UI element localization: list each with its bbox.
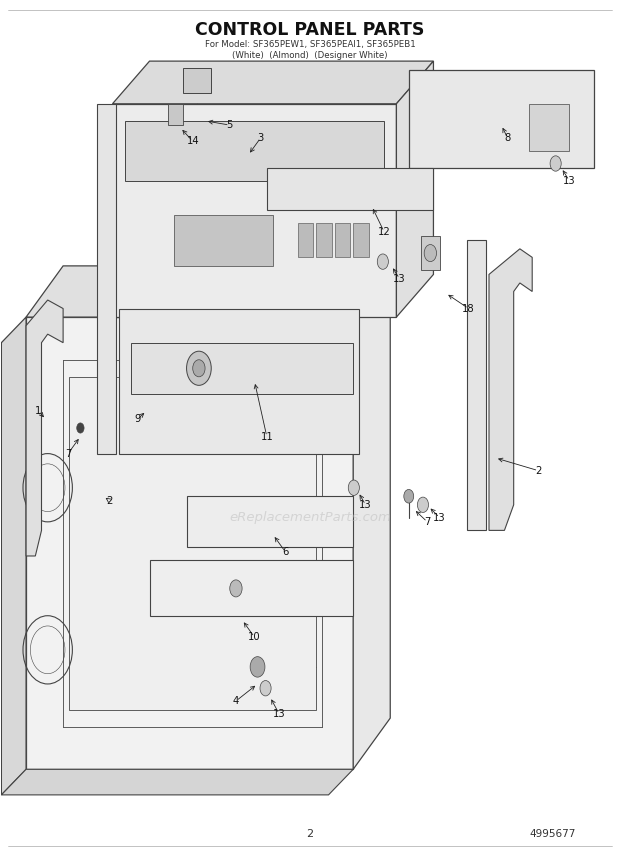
Text: 1: 1 bbox=[35, 406, 42, 416]
Polygon shape bbox=[118, 308, 360, 454]
Polygon shape bbox=[112, 104, 396, 317]
Circle shape bbox=[260, 681, 271, 696]
Text: 5: 5 bbox=[226, 120, 233, 130]
Circle shape bbox=[378, 254, 388, 270]
Polygon shape bbox=[396, 61, 433, 317]
Text: 12: 12 bbox=[378, 227, 391, 237]
Polygon shape bbox=[421, 236, 440, 270]
Text: 13: 13 bbox=[359, 500, 372, 510]
Text: 13: 13 bbox=[273, 709, 285, 719]
Polygon shape bbox=[26, 317, 353, 770]
Text: CONTROL PANEL PARTS: CONTROL PANEL PARTS bbox=[195, 21, 425, 39]
Polygon shape bbox=[1, 317, 26, 795]
Polygon shape bbox=[174, 215, 273, 266]
Text: 11: 11 bbox=[260, 431, 273, 442]
Polygon shape bbox=[125, 121, 384, 181]
Text: (White)  (Almond)  (Designer White): (White) (Almond) (Designer White) bbox=[232, 51, 388, 60]
Text: 13: 13 bbox=[433, 513, 446, 523]
Polygon shape bbox=[168, 104, 184, 125]
Text: 2: 2 bbox=[535, 466, 541, 476]
Circle shape bbox=[230, 580, 242, 597]
Polygon shape bbox=[112, 61, 433, 104]
Circle shape bbox=[348, 480, 360, 496]
Text: 9: 9 bbox=[134, 414, 140, 425]
Polygon shape bbox=[26, 266, 390, 317]
Text: 18: 18 bbox=[463, 304, 475, 313]
Polygon shape bbox=[1, 770, 353, 795]
Circle shape bbox=[250, 657, 265, 677]
Circle shape bbox=[77, 423, 84, 433]
Polygon shape bbox=[467, 241, 486, 531]
Polygon shape bbox=[26, 300, 63, 556]
Polygon shape bbox=[97, 104, 115, 454]
Text: 8: 8 bbox=[505, 133, 511, 143]
Polygon shape bbox=[353, 266, 390, 770]
Polygon shape bbox=[335, 223, 350, 258]
Polygon shape bbox=[316, 223, 332, 258]
Polygon shape bbox=[267, 168, 433, 211]
Polygon shape bbox=[353, 223, 369, 258]
Text: 7: 7 bbox=[65, 449, 71, 459]
Text: 6: 6 bbox=[282, 547, 288, 556]
Text: For Model: SF365PEW1, SF365PEAl1, SF365PEB1: For Model: SF365PEW1, SF365PEAl1, SF365P… bbox=[205, 39, 415, 49]
Polygon shape bbox=[184, 68, 211, 92]
Text: 13: 13 bbox=[393, 274, 406, 283]
Polygon shape bbox=[489, 249, 532, 531]
Text: 13: 13 bbox=[563, 175, 575, 186]
Polygon shape bbox=[187, 496, 353, 548]
Polygon shape bbox=[409, 69, 594, 168]
Circle shape bbox=[424, 245, 436, 262]
Text: 7: 7 bbox=[424, 517, 430, 526]
Polygon shape bbox=[149, 560, 353, 615]
Circle shape bbox=[417, 497, 428, 513]
Circle shape bbox=[193, 360, 205, 377]
Polygon shape bbox=[69, 377, 316, 710]
Text: 14: 14 bbox=[187, 136, 199, 146]
Circle shape bbox=[550, 156, 561, 171]
Text: 2: 2 bbox=[106, 496, 113, 506]
Polygon shape bbox=[131, 342, 353, 394]
Polygon shape bbox=[298, 223, 313, 258]
Circle shape bbox=[187, 351, 211, 385]
Text: 4995677: 4995677 bbox=[529, 829, 575, 839]
Circle shape bbox=[404, 490, 414, 503]
Text: 4: 4 bbox=[232, 696, 239, 706]
Text: 2: 2 bbox=[306, 829, 314, 839]
Polygon shape bbox=[529, 104, 569, 151]
Text: 3: 3 bbox=[257, 133, 264, 143]
Text: eReplacementParts.com: eReplacementParts.com bbox=[229, 511, 391, 524]
Text: 10: 10 bbox=[248, 632, 261, 642]
